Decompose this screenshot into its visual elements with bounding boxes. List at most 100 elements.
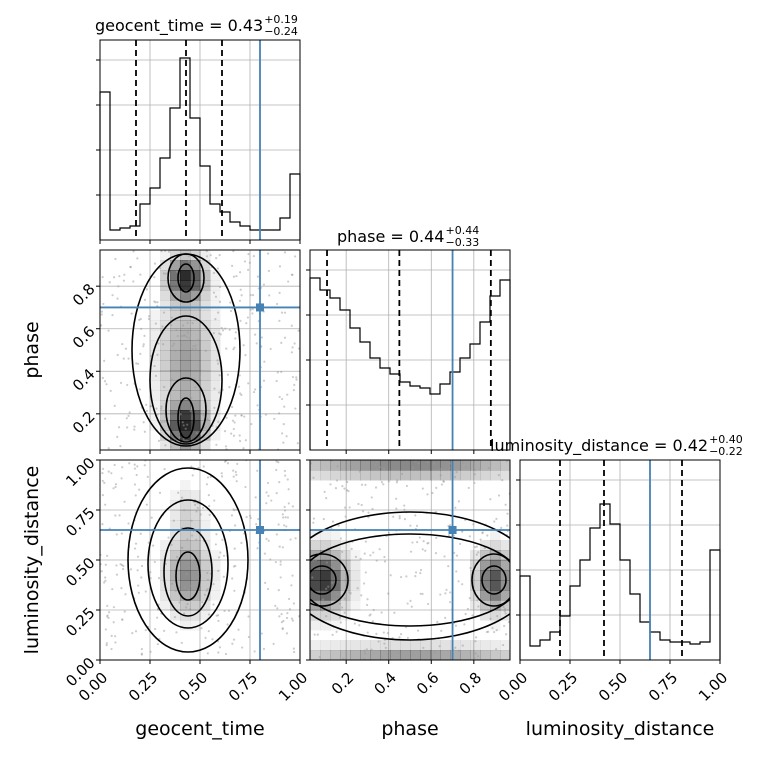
sample-point <box>180 641 183 644</box>
sample-point <box>335 630 338 633</box>
sample-point <box>403 508 406 511</box>
sample-point <box>232 475 235 478</box>
sample-point <box>297 329 300 332</box>
sample-point <box>239 319 242 322</box>
density-cell <box>480 560 491 571</box>
density-cell <box>160 590 171 601</box>
density-cell <box>450 640 461 651</box>
density-cell <box>170 340 181 351</box>
density-cell <box>190 580 201 591</box>
sample-point <box>387 531 391 535</box>
sample-point <box>282 423 285 426</box>
sample-point <box>217 651 220 654</box>
sample-point <box>234 564 237 568</box>
density-cell <box>470 600 481 611</box>
density-cell <box>500 550 510 561</box>
density-cell <box>310 540 321 551</box>
sample-point <box>293 650 296 654</box>
sample-point <box>207 613 211 616</box>
sample-point <box>332 609 335 612</box>
sample-point <box>360 503 363 507</box>
density-cell <box>190 260 201 271</box>
x-tick-label: 0.8 <box>456 669 486 699</box>
sample-point <box>144 629 147 632</box>
sample-point <box>406 636 409 640</box>
density-cell <box>480 460 491 471</box>
sample-point <box>431 491 434 495</box>
title-lower-error: −0.22 <box>709 445 743 458</box>
histogram-phase <box>309 277 511 450</box>
density-cell <box>360 470 371 481</box>
density-cell <box>160 570 171 581</box>
sample-point <box>178 436 181 439</box>
title-lower-error: −0.24 <box>264 25 298 38</box>
sample-point <box>269 347 272 351</box>
density-cell <box>340 540 351 551</box>
sample-point <box>398 517 401 520</box>
sample-point <box>455 554 459 557</box>
density-cell <box>350 590 361 601</box>
sample-point <box>383 642 386 645</box>
density-cell <box>370 470 381 481</box>
sample-point <box>336 592 339 596</box>
sample-point <box>218 646 222 649</box>
sample-point <box>136 569 139 572</box>
sample-point <box>399 633 403 636</box>
sample-point <box>187 255 190 258</box>
sample-point <box>344 506 347 509</box>
density-cell <box>490 570 501 581</box>
density-cell <box>200 290 211 301</box>
density-cell <box>480 600 491 611</box>
sample-point <box>202 465 205 468</box>
sample-point <box>469 566 472 570</box>
title-upper-error: +0.19 <box>264 13 298 26</box>
density-cell <box>360 460 371 471</box>
sample-point <box>267 539 270 542</box>
sample-point <box>180 343 183 346</box>
sample-point <box>221 538 224 541</box>
sample-point <box>260 336 263 339</box>
sample-point <box>172 519 175 522</box>
sample-point <box>129 265 132 269</box>
sample-point <box>411 467 414 470</box>
sample-point <box>145 503 148 506</box>
sample-point <box>473 656 476 659</box>
sample-point <box>190 397 193 400</box>
sample-point <box>100 313 103 316</box>
contour-line <box>310 553 349 607</box>
density-cell <box>470 650 481 660</box>
density-cell <box>380 470 391 481</box>
sample-point <box>444 592 447 595</box>
density-cell <box>170 270 181 281</box>
sample-point <box>234 414 237 417</box>
density-cell <box>390 650 401 660</box>
sample-point <box>205 250 208 253</box>
sample-point <box>112 487 115 490</box>
density-cell <box>160 420 171 431</box>
sample-point <box>282 516 285 519</box>
sample-point <box>213 499 216 502</box>
sample-point <box>105 642 108 645</box>
density-cell <box>160 340 171 351</box>
sample-point <box>219 285 222 289</box>
sample-point <box>503 608 507 611</box>
sample-point <box>439 593 442 596</box>
truth-marker <box>256 526 264 534</box>
sample-point <box>106 554 109 557</box>
sample-point <box>105 383 108 386</box>
sample-point <box>284 516 287 519</box>
sample-point <box>403 504 406 507</box>
sample-point <box>249 308 252 311</box>
sample-point <box>290 324 293 327</box>
sample-point <box>343 611 346 614</box>
sample-point <box>140 647 143 651</box>
sample-point <box>422 540 425 543</box>
y-tick-label: 0.75 <box>62 504 98 540</box>
sample-point <box>500 526 503 529</box>
sample-point <box>336 465 339 468</box>
x-axis-label: luminosity_distance <box>526 718 715 740</box>
density-cell <box>190 560 201 571</box>
density-cell <box>190 550 201 561</box>
sample-point <box>127 522 130 525</box>
